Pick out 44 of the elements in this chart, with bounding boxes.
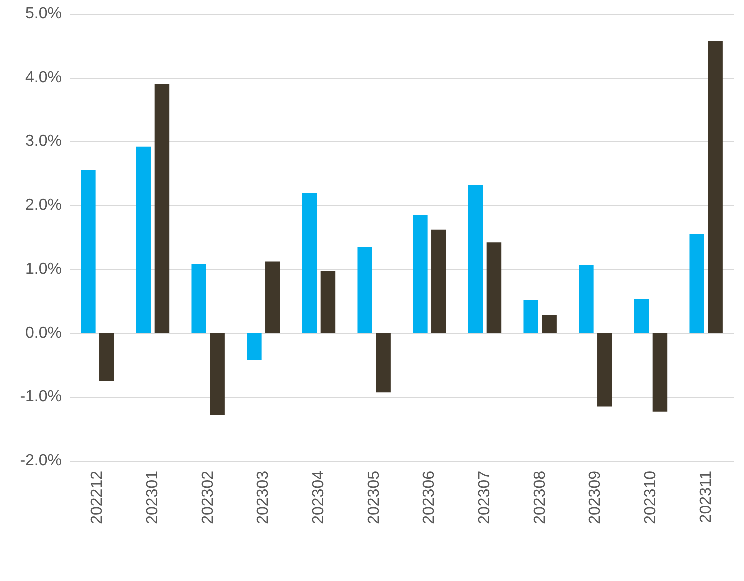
x-tick-label: 202301	[144, 470, 162, 524]
bar	[247, 333, 262, 360]
bar	[413, 215, 428, 334]
y-tick-label: 2.0%	[26, 197, 62, 214]
bar	[358, 247, 372, 334]
y-tick-label: -2.0%	[20, 452, 62, 470]
bar	[100, 333, 114, 382]
bar	[320, 271, 336, 334]
bar	[376, 333, 391, 393]
x-tick-label: 202304	[310, 470, 328, 524]
x-tick-label: 202306	[421, 470, 438, 524]
bar	[432, 230, 446, 334]
bar	[579, 264, 594, 334]
bar	[598, 333, 612, 407]
x-tick-label: 202305	[366, 470, 383, 524]
bar	[210, 333, 225, 416]
y-tick-label: -1.0%	[20, 388, 62, 406]
bar	[192, 264, 206, 334]
bar	[486, 242, 502, 334]
bar	[652, 333, 668, 412]
x-tick-label: 202308	[532, 470, 549, 524]
y-tick-label: 5.0%	[26, 6, 62, 22]
x-tick-label: 202212	[89, 470, 106, 524]
bar	[81, 170, 96, 334]
y-tick-label: 1.0%	[26, 260, 62, 278]
bar	[468, 185, 484, 334]
x-tick-label: 202303	[255, 470, 272, 524]
bar	[708, 41, 723, 334]
bar	[542, 315, 557, 334]
bar	[154, 84, 170, 334]
bar	[634, 299, 650, 334]
x-tick-label: 202307	[476, 470, 494, 524]
x-tick-label: 202309	[587, 470, 604, 524]
bar	[136, 146, 152, 334]
y-tick-label: 3.0%	[26, 133, 62, 150]
x-tick-label: 202311	[698, 470, 715, 524]
x-tick-label: 202302	[200, 470, 217, 524]
y-tick-label: 4.0%	[26, 69, 62, 86]
bar	[266, 262, 280, 334]
bar	[524, 300, 538, 334]
bar	[690, 234, 704, 334]
y-tick-label: 0.0%	[26, 324, 62, 342]
bar	[302, 193, 318, 334]
x-tick-label: 202310	[642, 470, 660, 524]
